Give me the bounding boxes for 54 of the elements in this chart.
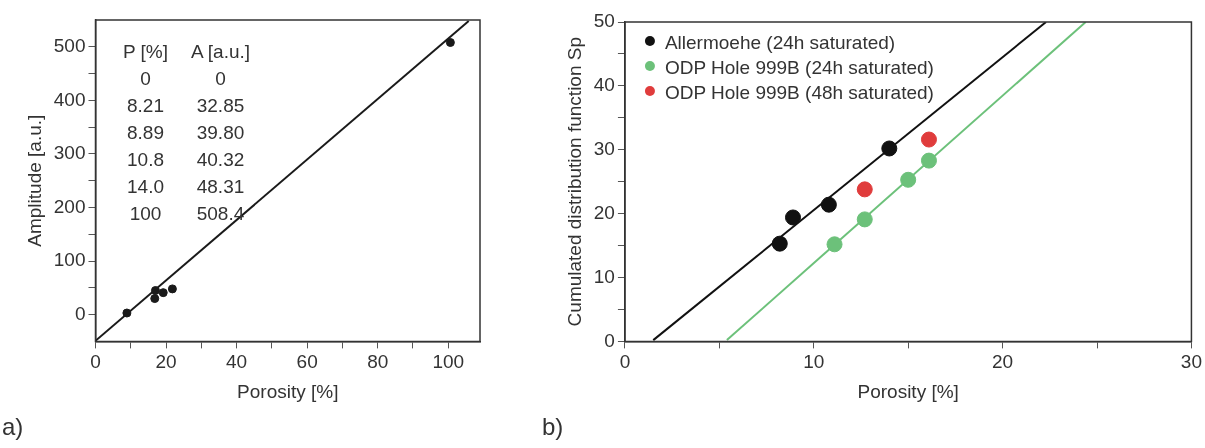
- point: [881, 140, 898, 157]
- point: [167, 284, 177, 294]
- text: 0 0: [140, 68, 226, 90]
- y-tick-label: 10: [593, 265, 615, 287]
- x-tick-label: 100: [432, 351, 465, 373]
- y-tick-label: 400: [53, 88, 86, 110]
- legend-label: Allermoehe (24h saturated): [664, 32, 896, 54]
- point: [122, 308, 132, 318]
- x-axis-title: Porosity [%]: [237, 380, 339, 402]
- y-tick-label: 40: [593, 74, 615, 96]
- legend-label: ODP Hole 999B (24h saturated): [664, 57, 934, 79]
- x-tick-label: 0: [619, 351, 631, 373]
- y-tick-label: 200: [53, 195, 86, 217]
- text: a): [2, 412, 24, 440]
- y-tick-label: 0: [604, 329, 615, 351]
- text: P [%] A [a.u.]: [122, 41, 251, 63]
- y-tick-label: 100: [53, 249, 86, 271]
- text: 8.89 39.80: [127, 122, 245, 144]
- y-axis-title: Cumulated distribution function Sp: [563, 37, 585, 327]
- point: [771, 235, 788, 252]
- y-tick-label: 30: [593, 137, 615, 159]
- point: [856, 181, 873, 198]
- point: [920, 131, 937, 148]
- y-tick-label: 300: [53, 142, 86, 164]
- text: 100 508.4: [129, 203, 245, 225]
- x-tick-label: 20: [992, 351, 1014, 373]
- x-tick-label: 60: [296, 351, 318, 373]
- x-tick-label: 10: [803, 351, 825, 373]
- legend-label: ODP Hole 999B (48h saturated): [664, 82, 934, 104]
- point: [900, 171, 917, 188]
- x-tick-label: 0: [90, 351, 101, 373]
- point: [826, 236, 843, 253]
- text: 10.8 40.32: [127, 149, 245, 171]
- point: [150, 294, 160, 304]
- y-axis-title: Amplitude [a.u.]: [23, 114, 45, 247]
- x-tick-label: 80: [367, 351, 389, 373]
- y-tick-label: 50: [593, 10, 615, 32]
- point: [150, 286, 160, 296]
- point: [158, 288, 168, 298]
- x-tick-label: 30: [1180, 351, 1202, 373]
- point: [785, 209, 801, 226]
- point: [856, 211, 873, 228]
- y-tick-label: 500: [53, 35, 86, 57]
- text: b): [542, 412, 564, 440]
- point: [445, 38, 455, 47]
- text: 14.0 48.31: [127, 176, 245, 198]
- x-tick-label: 20: [155, 351, 177, 373]
- point: [920, 152, 937, 169]
- y-tick-label: 0: [74, 302, 86, 324]
- x-tick-label: 40: [226, 351, 248, 373]
- text: 8.21 32.85: [127, 95, 245, 117]
- point: [820, 196, 837, 213]
- y-tick-label: 20: [593, 201, 615, 223]
- x-axis-title: Porosity [%]: [857, 380, 959, 402]
